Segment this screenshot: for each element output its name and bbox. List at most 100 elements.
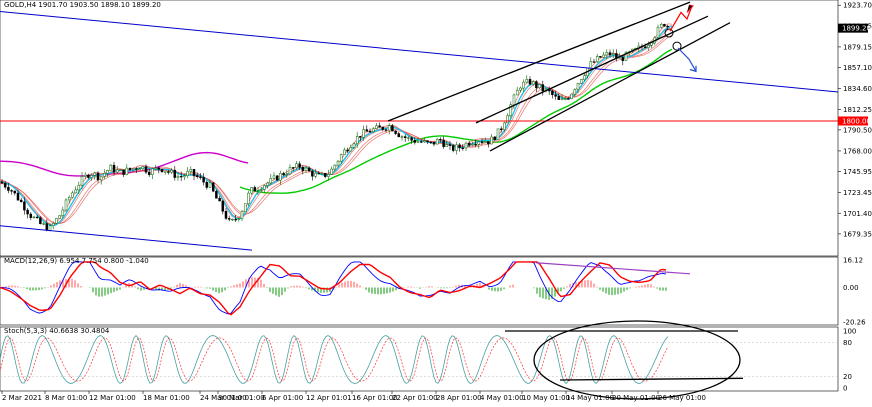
candle-body (531, 81, 535, 85)
macd-tick-label: 0.00 (843, 284, 859, 292)
candle-body (602, 54, 605, 58)
candle-body (16, 192, 20, 201)
candle-body (224, 211, 228, 219)
bearish-arrow (677, 47, 697, 72)
candle-body (106, 170, 109, 174)
bearish-arrowhead (689, 65, 697, 73)
time-tick-label: 22 Apr 01:00 (392, 394, 438, 402)
candle-body (291, 167, 295, 169)
candle-body (125, 167, 129, 175)
price-tick-label: 1768.00 (843, 147, 872, 155)
candle-body (522, 81, 525, 89)
channel-line-top (387, 1, 691, 122)
candle-body (605, 52, 609, 56)
candle-body (195, 175, 199, 178)
time-tick-label: 12 Mar 01:00 (89, 394, 136, 402)
annotation-layer (0, 1, 839, 251)
candle-body (202, 177, 205, 183)
candle-body (407, 137, 410, 139)
candle-body (295, 163, 298, 169)
candle-body (400, 136, 404, 138)
time-tick-label: 26 May 01:00 (658, 394, 706, 402)
candle-body (176, 175, 180, 178)
candle-body (621, 57, 625, 61)
candle-body (323, 173, 327, 177)
stoch-d-line (0, 337, 669, 382)
current-price-tag (838, 23, 868, 33)
candle-body (103, 173, 106, 177)
candle-body (368, 131, 372, 133)
candle-body (339, 154, 343, 162)
stoch-header: Stoch(5,3,3) 40.6638 30.4804 (4, 327, 110, 335)
candle-body (346, 149, 349, 152)
stoch-tick-label: 80 (843, 339, 852, 347)
candle-body (413, 140, 417, 143)
candle-body (275, 175, 279, 181)
level-price-tag (838, 116, 868, 126)
candle-body (506, 115, 509, 124)
candle-body (96, 172, 100, 181)
candle-body (528, 79, 532, 85)
time-tick-label: 24 Mar 01:00 (200, 394, 247, 402)
price-tick-label: 1723.45 (843, 189, 872, 197)
price-tick-label: 1923.70 (843, 2, 872, 10)
channel-line-bottom (489, 22, 731, 152)
candle-body (503, 122, 506, 130)
current-price-tag-label: 1899.20 (842, 25, 871, 33)
candle-body (391, 125, 394, 132)
candle-body (231, 218, 234, 221)
time-tick-label: 28 Apr 01:00 (436, 394, 482, 402)
price-tick-label: 1812.25 (843, 106, 872, 114)
candle-body (122, 169, 125, 175)
candle-body (205, 181, 209, 188)
price-tick-label: 1879.15 (843, 43, 872, 51)
marker-circle-upper (664, 28, 674, 38)
candle-body (381, 126, 385, 130)
candle-body (477, 141, 481, 145)
candle-body (471, 143, 474, 146)
candle-body (403, 136, 407, 139)
candle-body (39, 217, 42, 225)
candle-body (397, 133, 401, 138)
candle-body (519, 87, 522, 91)
candle-body (128, 167, 132, 170)
candle-body (157, 167, 161, 170)
candle-body (307, 167, 311, 172)
candle-body (144, 166, 148, 173)
candle-body (179, 175, 183, 178)
candle-body (311, 170, 314, 177)
candle-body (490, 136, 493, 145)
stoch-tick-label: 20 (843, 373, 852, 381)
candle-body (115, 169, 119, 173)
time-tick-label: 18 Mar 01:00 (143, 394, 190, 402)
candle-body (647, 44, 650, 48)
bullish-arrowhead (686, 4, 694, 13)
candle-body (663, 24, 666, 27)
candle-body (362, 129, 365, 138)
candle-body (263, 185, 266, 190)
time-tick-label: 12 Apr 01:01 (306, 394, 352, 402)
candle-body (253, 187, 257, 192)
candle-body (435, 139, 439, 145)
candle-body (167, 171, 170, 173)
candle-body (301, 167, 305, 171)
candle-body (42, 223, 45, 225)
candle-body (160, 169, 164, 173)
candle-body (423, 140, 426, 143)
candle-body (227, 218, 231, 220)
stoch-k-line (0, 335, 669, 384)
candle-body (112, 164, 116, 173)
candle-body (61, 209, 65, 216)
candle-body (77, 184, 81, 191)
candle-body (480, 141, 484, 143)
candle-body (487, 141, 490, 145)
candle-body (317, 172, 321, 175)
stoch-highlight-ellipse (533, 320, 741, 400)
candle-body (624, 51, 628, 61)
candle-body (535, 81, 538, 88)
candle-body (87, 174, 90, 178)
candle-body (650, 42, 653, 46)
candle-body (595, 56, 599, 63)
candle-body (429, 141, 433, 144)
